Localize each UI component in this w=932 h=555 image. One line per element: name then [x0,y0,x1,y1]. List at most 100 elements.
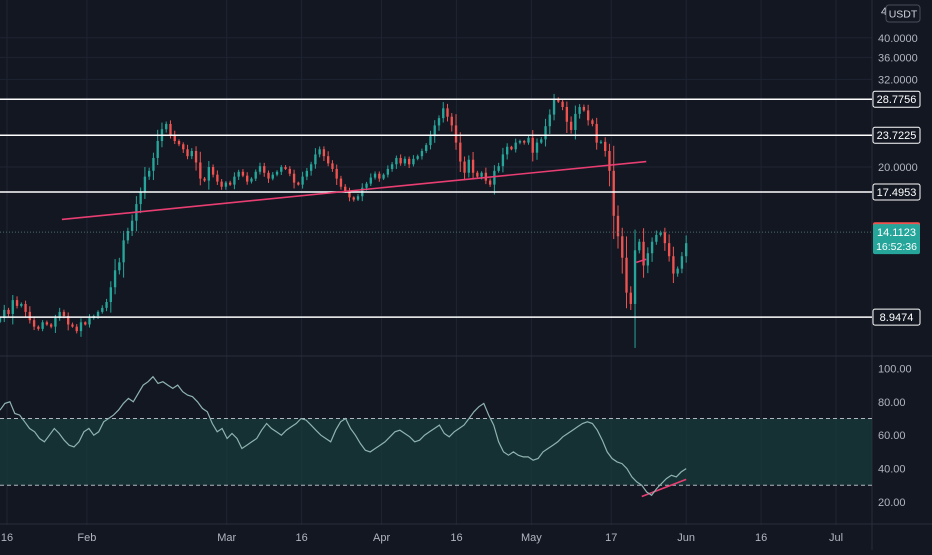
candle [11,294,14,325]
candle-body [629,292,632,304]
candle-body [667,243,671,257]
candle [501,147,505,173]
x-tick-label: Jun [677,532,695,544]
candle-body [420,150,424,157]
x-tick-label: 16 [450,532,462,544]
candle-body [548,114,551,127]
candle-body [233,176,236,185]
candle-body [194,150,198,163]
candle [399,154,402,166]
candle-body [659,232,662,235]
candle [101,305,104,314]
candle [118,257,121,275]
x-tick-label: Mar [217,532,236,544]
candle [493,165,496,195]
candle [327,151,330,167]
candle [152,152,155,180]
candle-body [41,322,44,329]
candle-body [75,326,78,332]
scale-marker-label: 4 [881,6,887,18]
currency-badge[interactable] [885,4,921,23]
candle-body [599,141,603,143]
candle [254,169,257,182]
candle-body [228,182,232,185]
candle [207,161,211,190]
candle-body [574,113,577,130]
candle-body [557,99,560,102]
candle [32,316,36,331]
candle-body [463,161,466,173]
candle-body [523,140,526,143]
candle-body [488,180,492,185]
candle-body [604,141,607,151]
candle [403,156,407,166]
candle-body [199,162,202,179]
candle [467,155,470,178]
candle-body [301,176,304,185]
candle [621,227,624,274]
candle [250,177,253,184]
candle-body [297,182,300,185]
candle-body [109,287,112,303]
candle-body [356,196,360,200]
candle [109,281,112,313]
price-trendline[interactable] [636,258,647,264]
candle [318,146,321,158]
candle [309,161,313,176]
candle-body [642,241,645,266]
candle [199,151,202,186]
horizontal-levels[interactable]: 28.775623.722517.49538.947414.250014.112… [0,90,921,326]
candle [79,318,83,337]
candle-body [369,177,372,184]
x-tick-label: May [521,532,542,544]
candle [267,170,270,183]
candle [680,252,684,274]
axes[interactable]: 16 Feb Mar 16 Apr 16 May 17 Jun 16 Jul 40.0000 36.00… [1,33,918,544]
candle-body [480,172,483,177]
candlesticks [0,93,688,348]
candle [0,316,2,324]
last-price-label: 14.1123 [877,227,916,239]
candle [459,132,462,172]
candle [552,93,556,121]
candle [280,165,283,176]
candle-body [437,118,441,126]
candle-body [365,183,368,188]
candle [24,300,27,318]
candle-body [113,270,117,288]
candle [275,170,279,177]
candle [288,166,291,177]
candle [49,323,53,329]
candle-body [45,322,49,325]
candle-body [250,178,253,182]
candle [271,172,274,181]
candle-body [514,142,517,150]
candle [211,164,215,178]
price-trendline[interactable] [61,160,647,221]
candle [3,304,6,323]
candle-body [646,253,649,266]
candle [471,151,475,180]
candle [322,146,326,161]
candle [685,235,688,263]
candle [314,148,317,169]
candle-body [224,182,228,187]
candle-body [454,125,458,143]
candle-body [211,167,215,175]
candle-body [476,172,479,177]
candle-body [143,176,147,192]
candle [54,314,57,333]
candle-body [638,241,641,251]
candle-body [446,108,449,117]
level-label-box [872,126,921,144]
candle-body [237,171,240,177]
candle [15,296,19,309]
candle-body [58,311,61,319]
candle [463,156,466,181]
x-tick-label: Apr [373,532,390,544]
candle-body [685,243,688,257]
candle [297,181,300,186]
candle-body [672,256,675,274]
